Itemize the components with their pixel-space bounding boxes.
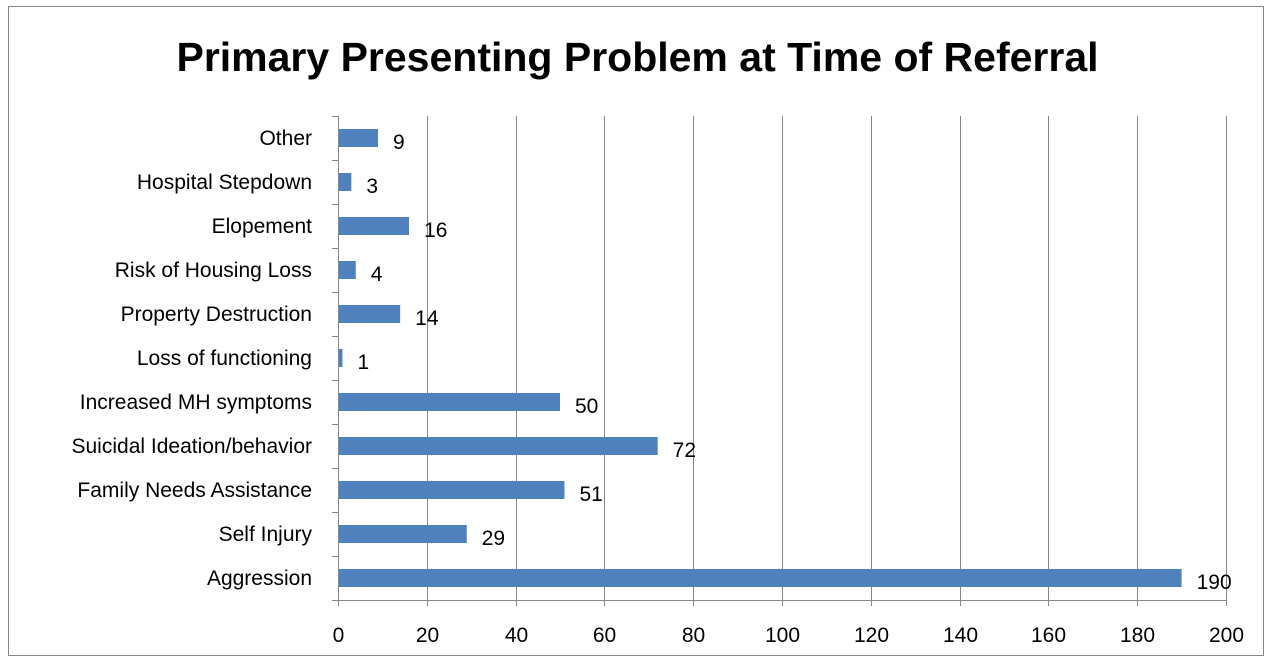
data-label: 16: [424, 219, 447, 242]
y-category-label: Self Injury: [219, 523, 313, 546]
data-label: 190: [1197, 571, 1232, 594]
y-category-label: Increased MH symptoms: [80, 391, 312, 414]
x-tick-label: 140: [943, 624, 978, 647]
x-tick-label: 180: [1120, 624, 1155, 647]
bar: [338, 305, 401, 323]
x-tick-label: 0: [333, 624, 345, 647]
x-tick-label: 80: [682, 624, 705, 647]
data-label: 4: [371, 263, 383, 286]
data-label: 1: [357, 351, 369, 374]
chart-title: Primary Presenting Problem at Time of Re…: [176, 34, 1099, 80]
x-tick-label: 40: [505, 624, 528, 647]
y-category-label: Aggression: [207, 567, 312, 590]
x-tick-label: 120: [854, 624, 889, 647]
y-category-label: Risk of Housing Loss: [115, 259, 312, 282]
x-tick-label: 200: [1209, 624, 1244, 647]
data-label: 51: [579, 483, 602, 506]
bar: [338, 173, 352, 191]
y-category-label: Hospital Stepdown: [137, 171, 312, 194]
y-category-label: Elopement: [212, 215, 313, 238]
bar: [338, 569, 1182, 587]
bar: [338, 349, 343, 367]
y-category-label: Property Destruction: [121, 303, 312, 326]
bar: [338, 129, 378, 147]
data-label: 9: [393, 131, 405, 154]
bar: [338, 261, 356, 279]
x-tick-label: 60: [593, 624, 616, 647]
x-tick-label: 20: [416, 624, 439, 647]
data-label: 50: [575, 395, 598, 418]
labels: 0 20 40 60 80 100 120 140 160 180 200 Aggression 190…: [72, 127, 1245, 647]
gridlines: [427, 116, 1227, 600]
data-label: 3: [366, 175, 378, 198]
y-category-label: Other: [259, 127, 312, 150]
chart-frame: [8, 6, 1264, 656]
bar: [338, 217, 410, 235]
x-tick-label: 160: [1031, 624, 1066, 647]
data-label: 14: [415, 307, 439, 330]
bar: [338, 525, 467, 543]
bar: [338, 393, 560, 411]
y-category-label: Family Needs Assistance: [77, 479, 312, 502]
y-category-label: Loss of functioning: [137, 347, 312, 370]
data-label: 29: [482, 527, 505, 550]
axes: [332, 116, 1227, 606]
y-category-label: Suicidal Ideation/behavior: [72, 435, 313, 458]
data-label: 72: [673, 439, 696, 462]
bar: [338, 481, 565, 499]
bar: [338, 437, 658, 455]
x-tick-label: 100: [765, 624, 800, 647]
bar-series: [338, 129, 1182, 587]
